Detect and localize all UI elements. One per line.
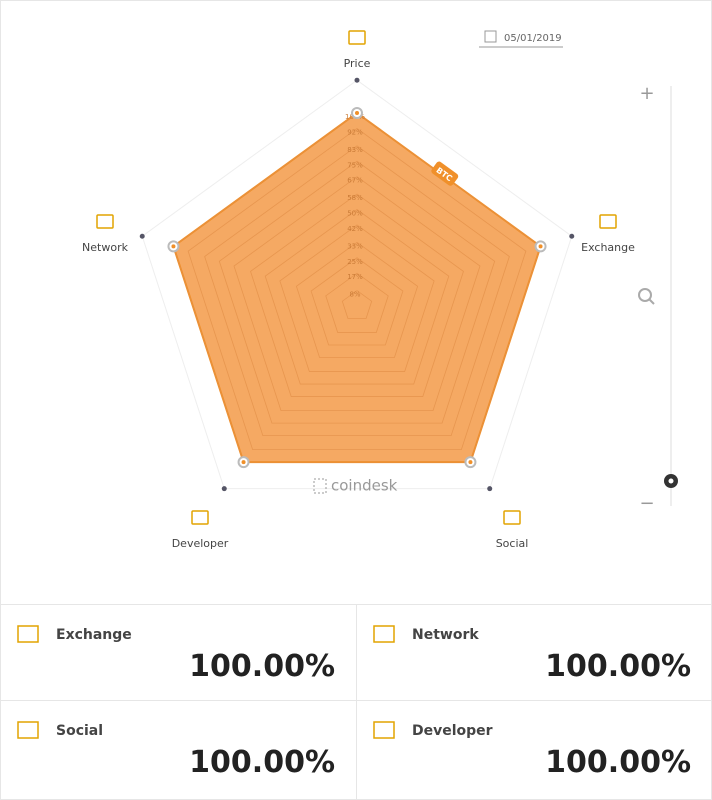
axis-label: Developer [172, 537, 229, 550]
grid-ring [187, 127, 527, 451]
date: 05/01/2019 [504, 33, 562, 44]
axis-icon [599, 214, 617, 229]
axis-label: Network [82, 241, 129, 254]
zoom-icon-handle [648, 298, 655, 305]
zoom-plus[interactable]: + [639, 83, 654, 104]
axis-label: Price [344, 57, 371, 70]
r-tick-label: 58% [347, 194, 363, 202]
card-value: 100.00% [189, 745, 335, 780]
vertex-core [355, 111, 359, 115]
grid-ring [204, 145, 510, 436]
card-value: 100.00% [545, 649, 691, 684]
metric-card: Network 100.00% [357, 605, 711, 701]
axis-icon [191, 510, 209, 525]
grid-ring [310, 257, 404, 346]
outer-frame [141, 79, 573, 490]
r-tick-label: 42% [347, 225, 363, 233]
grid-ring [172, 112, 542, 463]
axis-end-dot [487, 486, 493, 492]
r-tick-label: 8% [349, 291, 360, 299]
axis-icon [96, 214, 114, 229]
axis-label: Exchange [581, 241, 635, 254]
metric-card: Exchange 100.00% [1, 605, 355, 701]
date-picker[interactable] [479, 29, 563, 47]
grid-ring [264, 209, 450, 385]
series-tag-bg [431, 161, 459, 186]
axis-icon [348, 30, 366, 45]
chart: 05/01/2019 + − 8% 17% 25% 33% 42% 50% 58% 67% 75… [82, 29, 678, 550]
axis-end-dot [569, 233, 575, 239]
vertex-core [241, 460, 246, 465]
zoom-knob-dot [668, 478, 674, 484]
card-icon [373, 625, 395, 643]
r-tick-label: 17% [347, 273, 363, 281]
zoom-minus[interactable]: − [639, 493, 654, 514]
axis-label: Social [496, 537, 529, 550]
card-icon [373, 721, 395, 739]
grid-ring [295, 241, 419, 358]
metric-card: Developer 100.00% [357, 701, 711, 797]
axis-end-dot [139, 233, 145, 239]
r-tick-label: 25% [347, 258, 363, 266]
r-tick-label: 75% [347, 161, 363, 169]
metric-card: Social 100.00% [1, 701, 355, 797]
axis-icon [503, 510, 521, 525]
vertex-core [171, 244, 176, 249]
card-icon [17, 721, 39, 739]
card-label: Developer [412, 723, 493, 739]
watermark-logo [313, 478, 327, 494]
divider [356, 604, 357, 799]
grid-ring [233, 176, 481, 412]
r-tick-label: 67% [347, 177, 363, 185]
card-label: Social [56, 723, 104, 739]
grid-ring [325, 272, 389, 333]
r-tick-label: 33% [347, 242, 363, 250]
r-tick-label: 83% [347, 146, 363, 154]
r-tick-label: 50% [347, 210, 363, 218]
card-label: Exchange [56, 627, 132, 643]
card-value: 100.00% [545, 745, 691, 780]
vertex-core [538, 244, 543, 249]
watermark: coindesk [331, 477, 398, 495]
zoom-icon [638, 288, 652, 302]
r-tick-label: 92% [347, 128, 363, 136]
axis-end-dot [354, 77, 360, 83]
card-icon [17, 625, 39, 643]
grid-ring [341, 290, 373, 319]
card-label: Network [412, 627, 479, 643]
grid-ring [279, 224, 435, 372]
vertex-core [468, 460, 473, 465]
axis-end-dot [221, 486, 227, 492]
grid-ring [250, 193, 464, 397]
calendar-icon [484, 30, 497, 43]
card-value: 100.00% [189, 649, 335, 684]
grid-ring [218, 160, 496, 424]
